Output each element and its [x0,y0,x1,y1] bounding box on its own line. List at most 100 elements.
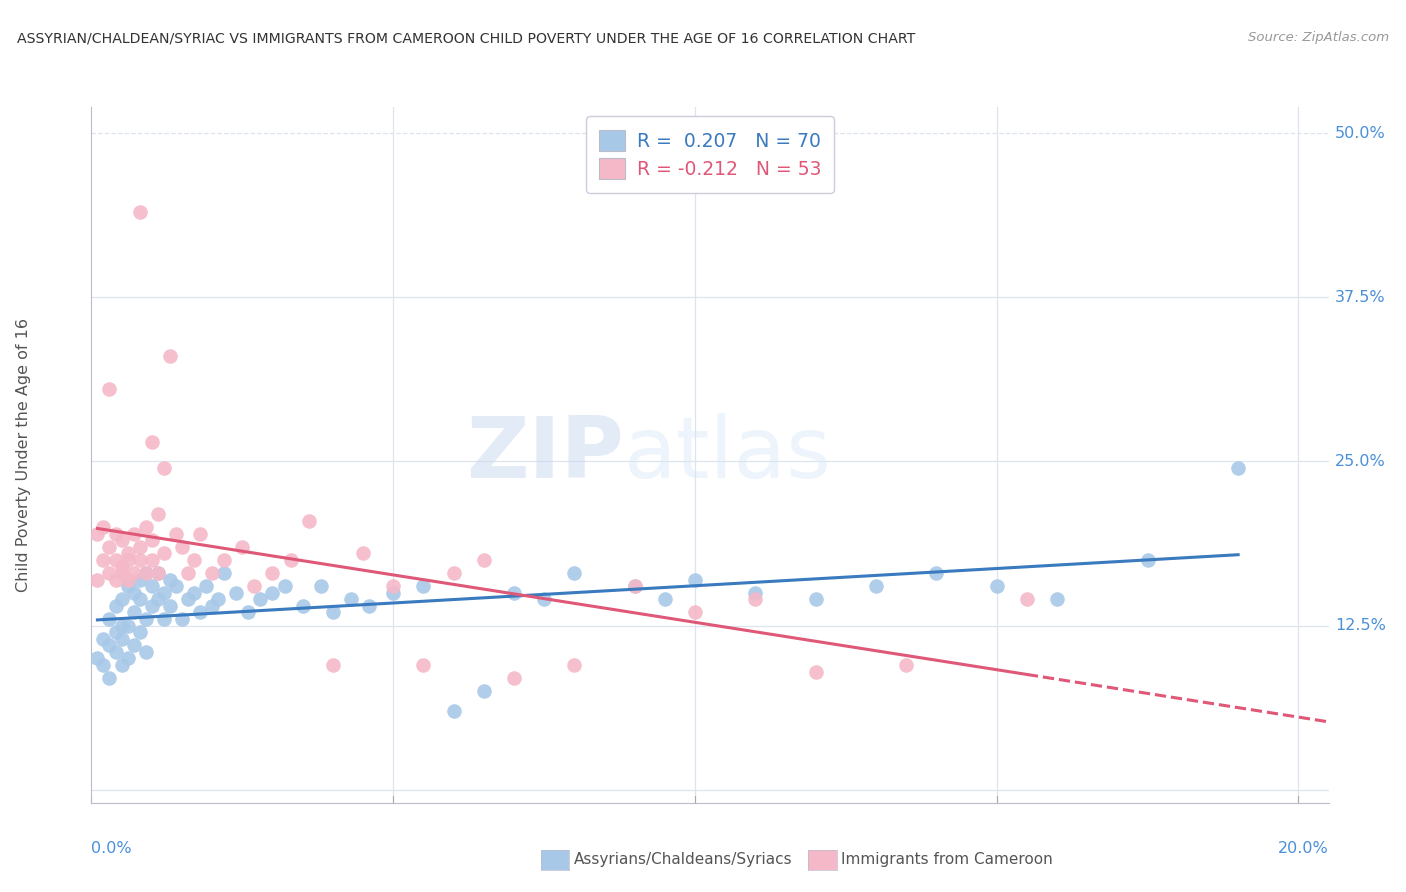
Point [195,579,218,593]
Point [262,586,284,600]
Point [472,553,495,567]
Point [249,592,271,607]
Point [188,606,211,620]
Point [153,546,176,560]
Point [122,526,145,541]
Point [238,606,260,620]
Text: atlas: atlas [623,413,831,497]
Text: Assyrians/Chaldeans/Syriacs: Assyrians/Chaldeans/Syriacs [574,853,792,867]
Point [243,579,266,593]
Point [443,704,465,718]
Point [562,566,585,580]
Point [865,579,887,593]
Point [412,579,434,593]
Point [122,606,145,620]
Text: 37.5%: 37.5% [1334,290,1385,305]
Point [357,599,380,613]
Point [98,671,121,685]
Point [104,645,127,659]
Point [273,579,295,593]
Point [104,553,127,567]
Point [141,553,163,567]
Point [93,657,115,672]
Point [183,553,205,567]
Point [502,586,524,600]
Point [122,638,145,652]
Point [533,592,555,607]
Point [212,553,235,567]
Point [86,573,108,587]
Point [128,553,150,567]
Text: 20.0%: 20.0% [1278,841,1329,856]
Text: 12.5%: 12.5% [1334,618,1386,633]
Point [1136,553,1159,567]
Point [262,566,284,580]
Point [502,671,524,685]
Text: ZIP: ZIP [465,413,623,497]
Point [472,684,495,698]
Point [110,657,132,672]
Text: Immigrants from Cameroon: Immigrants from Cameroon [841,853,1053,867]
Point [804,665,827,679]
Point [322,657,344,672]
Point [382,586,405,600]
Point [744,592,766,607]
Point [98,540,121,554]
Point [110,618,132,632]
Point [298,514,321,528]
Point [110,533,132,548]
Point [135,645,157,659]
Point [159,350,181,364]
Point [170,612,193,626]
Point [117,618,139,632]
Point [104,573,127,587]
Point [128,592,150,607]
Point [562,657,585,672]
Point [93,553,115,567]
Point [165,526,187,541]
Point [128,205,150,219]
Point [623,579,645,593]
Point [352,546,374,560]
Point [117,546,139,560]
Point [1227,461,1250,475]
Point [170,540,193,554]
Point [443,566,465,580]
Point [98,382,121,396]
Point [135,566,157,580]
Point [896,657,918,672]
Point [309,579,332,593]
Point [1046,592,1069,607]
Point [1015,592,1038,607]
Point [146,507,169,521]
Point [231,540,253,554]
Point [104,599,127,613]
Point [412,657,434,672]
Point [86,526,108,541]
Point [104,625,127,640]
Point [141,579,163,593]
Point [110,592,132,607]
Point [117,573,139,587]
Point [146,566,169,580]
Text: 50.0%: 50.0% [1334,126,1385,141]
Point [117,579,139,593]
Point [804,592,827,607]
Point [146,566,169,580]
Point [153,461,176,475]
Point [177,592,200,607]
Point [122,566,145,580]
Point [153,612,176,626]
Point [744,586,766,600]
Point [135,566,157,580]
Point [291,599,314,613]
Point [117,651,139,665]
Point [986,579,1008,593]
Point [135,520,157,534]
Point [623,579,645,593]
Point [177,566,200,580]
Point [207,592,229,607]
Point [654,592,676,607]
Text: Source: ZipAtlas.com: Source: ZipAtlas.com [1249,31,1389,45]
Legend: R =  0.207   N = 70, R = -0.212   N = 53: R = 0.207 N = 70, R = -0.212 N = 53 [586,117,834,193]
